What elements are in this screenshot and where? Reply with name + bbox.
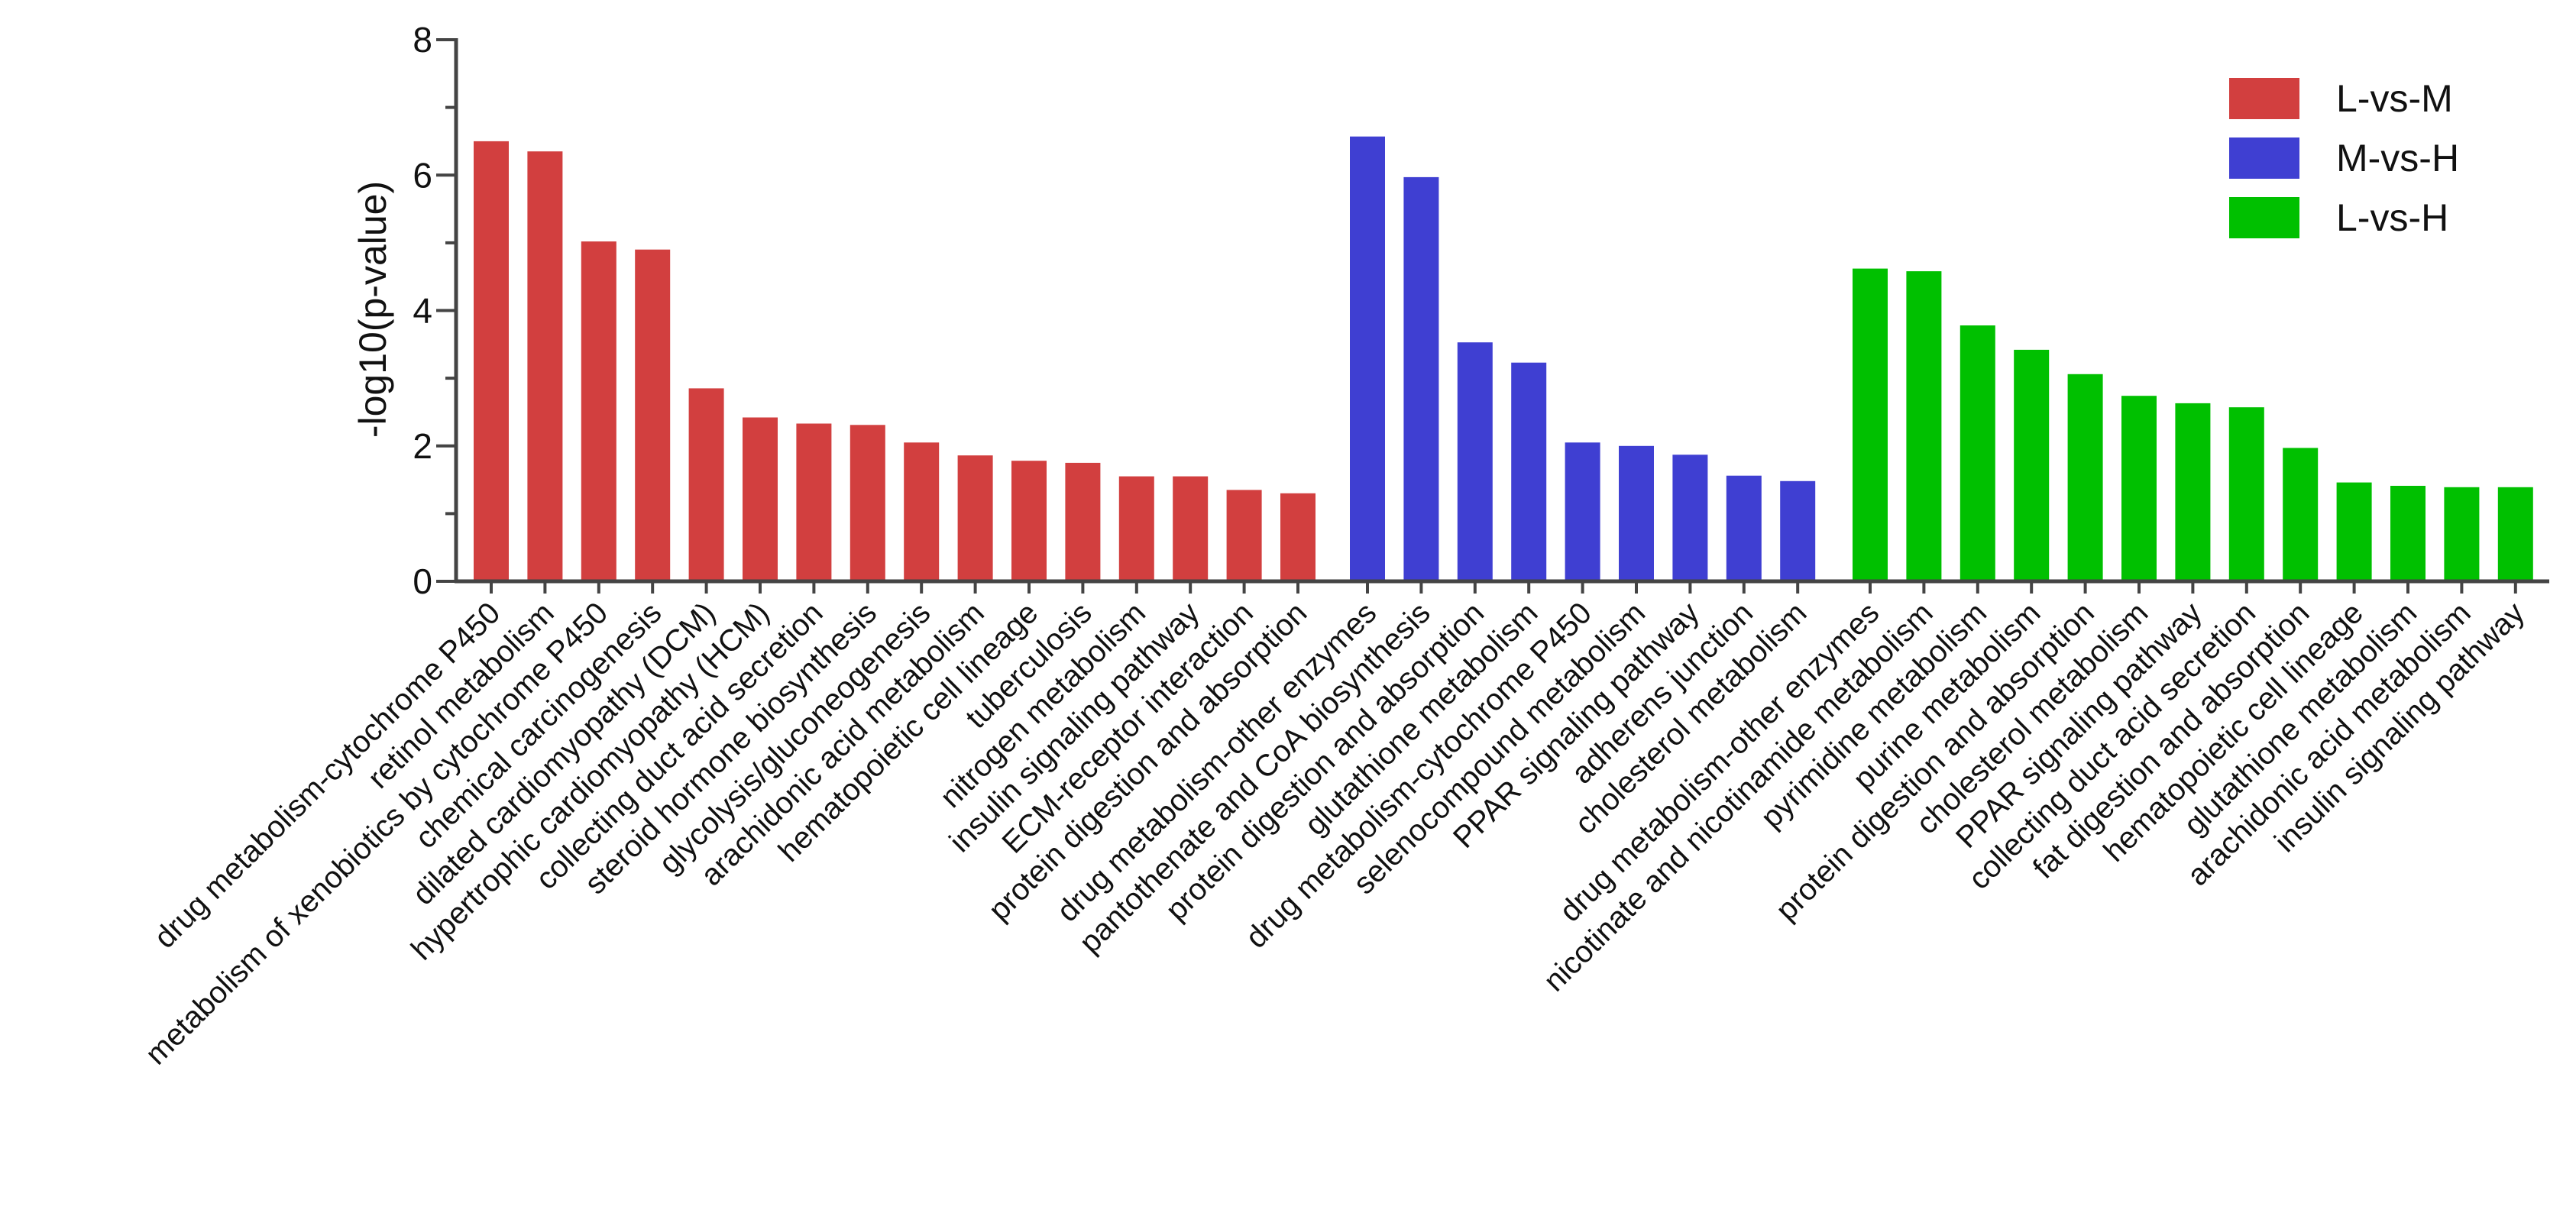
y-tick-label-4: 4: [413, 291, 432, 331]
y-axis-label: -log10(p-value): [351, 181, 394, 438]
legend-label-l-vs-h: L-vs-H: [2336, 196, 2448, 239]
bar-m-vs-h-8: [1726, 475, 1762, 581]
y-tick-label-0: 0: [413, 561, 432, 601]
bar-l-vs-h-7: [2175, 403, 2211, 581]
legend-label-m-vs-h: M-vs-H: [2336, 137, 2459, 180]
bar-l-vs-h-10: [2336, 482, 2372, 581]
bar-l-vs-m-2: [527, 151, 563, 581]
bar-l-vs-h-13: [2497, 487, 2533, 581]
bar-l-vs-m-16: [1280, 493, 1316, 581]
legend-label-l-vs-m: L-vs-M: [2336, 77, 2453, 120]
bar-m-vs-h-9: [1780, 480, 1816, 581]
bar-l-vs-h-9: [2283, 448, 2319, 581]
bar-l-vs-m-3: [581, 241, 616, 581]
bar-l-vs-m-5: [688, 388, 724, 581]
legend-swatch-l-vs-m: [2229, 78, 2299, 119]
bar-l-vs-m-8: [849, 425, 885, 581]
bar-l-vs-m-6: [743, 417, 778, 581]
bar-l-vs-h-3: [1960, 325, 1995, 581]
bar-m-vs-h-1: [1350, 136, 1385, 581]
bar-m-vs-h-6: [1619, 445, 1654, 582]
bars-layer: [474, 136, 2533, 582]
y-ticks-layer: 0 2 4 6 8: [413, 20, 456, 601]
bar-l-vs-m-1: [474, 141, 509, 581]
bar-l-vs-m-9: [904, 442, 940, 581]
y-tick-label-2: 2: [413, 426, 432, 466]
bar-l-vs-m-15: [1226, 490, 1262, 581]
bar-m-vs-h-3: [1457, 342, 1493, 581]
legend: L-vs-M M-vs-H L-vs-H: [2229, 77, 2459, 239]
bar-l-vs-h-4: [2014, 349, 2050, 581]
bar-m-vs-h-5: [1565, 442, 1600, 581]
bar-l-vs-h-6: [2121, 396, 2157, 581]
bar-l-vs-m-13: [1118, 476, 1154, 581]
axes-layer: [454, 38, 2549, 594]
bar-l-vs-h-5: [2067, 374, 2103, 581]
legend-swatch-l-vs-h: [2229, 197, 2299, 238]
bar-l-vs-h-1: [1853, 268, 1888, 581]
bar-l-vs-h-11: [2390, 486, 2426, 581]
bar-m-vs-h-2: [1403, 176, 1439, 581]
bar-l-vs-h-8: [2228, 407, 2264, 581]
bar-m-vs-h-7: [1672, 454, 1708, 581]
bar-l-vs-m-4: [635, 249, 671, 581]
bar-m-vs-h-4: [1511, 362, 1547, 581]
y-tick-label-6: 6: [413, 155, 432, 195]
bar-l-vs-m-11: [1011, 461, 1047, 581]
bar-l-vs-m-14: [1173, 476, 1209, 581]
bar-l-vs-m-10: [957, 455, 993, 581]
y-tick-label-8: 8: [413, 20, 432, 60]
bar-l-vs-h-12: [2444, 487, 2480, 581]
legend-swatch-m-vs-h: [2229, 137, 2299, 179]
bar-l-vs-m-7: [796, 423, 832, 581]
bar-l-vs-h-2: [1906, 271, 1942, 581]
bar-l-vs-m-12: [1065, 462, 1101, 581]
